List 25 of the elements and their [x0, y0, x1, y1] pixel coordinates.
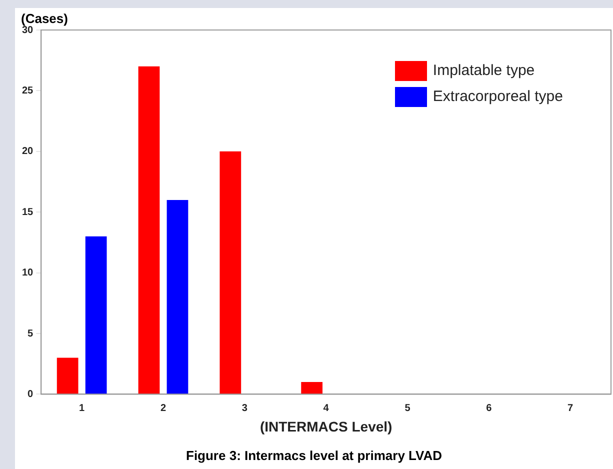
bar	[301, 382, 322, 394]
x-tick-label: 7	[568, 402, 574, 414]
x-tick-label: 5	[404, 402, 411, 414]
legend-label: Implatable type	[432, 61, 535, 81]
x-tick-label: 2	[160, 402, 166, 414]
y-tick-label: 20	[22, 146, 34, 158]
x-tick-label: 4	[323, 402, 330, 414]
y-tick-label: 25	[22, 85, 34, 96]
x-tick-label: 3	[242, 402, 248, 414]
y-tick-label: 30	[22, 24, 34, 36]
bar	[56, 358, 78, 394]
caption: Figure 3: Intermacs level at primary LVAD	[185, 448, 443, 463]
y-tick-label: 5	[28, 328, 34, 340]
legend-label: Extracorporeal type	[432, 87, 563, 107]
x-tick-label: 1	[79, 402, 86, 414]
bar	[220, 151, 242, 394]
bar	[85, 236, 107, 394]
x-axis-title: (INTERMACS Level)	[260, 418, 392, 434]
y-tick-label: 10	[22, 268, 34, 279]
bar	[138, 66, 160, 394]
bar	[166, 200, 188, 394]
y-tick-label: 15	[22, 206, 34, 218]
y-tick-label: 0	[28, 388, 34, 400]
x-tick-label: 6	[486, 402, 492, 414]
y-axis-title: (Cases)	[21, 11, 68, 26]
